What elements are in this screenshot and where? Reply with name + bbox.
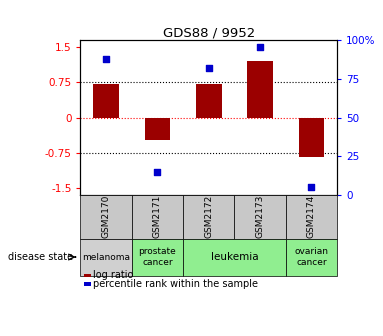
Text: GSM2174: GSM2174 — [307, 195, 316, 238]
Point — [206, 66, 212, 71]
Point — [154, 169, 160, 174]
Point — [103, 56, 109, 61]
Bar — [299, 118, 324, 157]
Text: disease state: disease state — [8, 252, 73, 262]
Bar — [93, 84, 119, 118]
Text: GSM2173: GSM2173 — [255, 195, 265, 239]
Text: GSM2172: GSM2172 — [204, 195, 213, 238]
Point — [308, 184, 314, 190]
Text: leukemia: leukemia — [211, 252, 258, 262]
Text: GSM2170: GSM2170 — [101, 195, 111, 239]
Point — [257, 44, 263, 49]
Text: GSM2171: GSM2171 — [153, 195, 162, 239]
Bar — [144, 118, 170, 140]
Text: log ratio: log ratio — [93, 270, 133, 280]
Text: prostate
cancer: prostate cancer — [139, 247, 176, 267]
Text: melanoma: melanoma — [82, 253, 130, 261]
Bar — [196, 84, 221, 118]
Text: ovarian
cancer: ovarian cancer — [295, 247, 328, 267]
Title: GDS88 / 9952: GDS88 / 9952 — [163, 26, 255, 39]
Text: percentile rank within the sample: percentile rank within the sample — [93, 279, 258, 289]
Bar — [247, 61, 273, 118]
